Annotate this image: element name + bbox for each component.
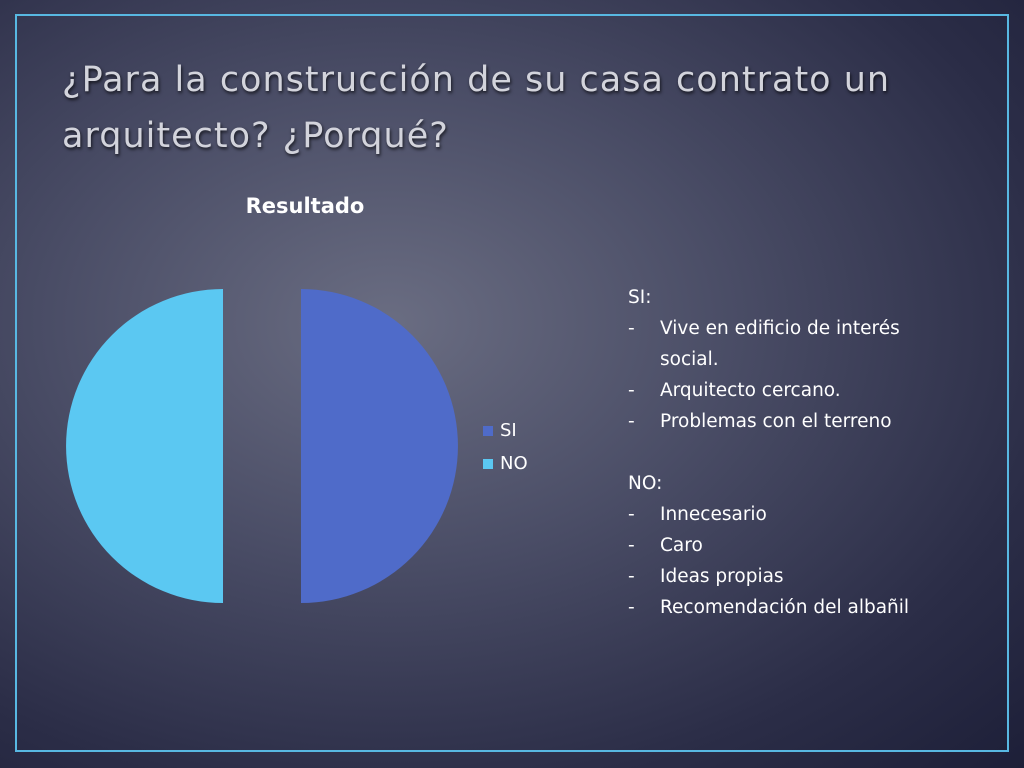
reason-item: - Ideas propias bbox=[628, 561, 958, 592]
bullet-dash: - bbox=[628, 318, 635, 339]
reasons-group-list: - Innecesario - Caro - Ideas propias - Recomend… bbox=[628, 499, 958, 623]
legend-swatch bbox=[483, 425, 493, 436]
reason-text: Innecesario bbox=[660, 504, 767, 525]
reasons-group-heading: NO: bbox=[628, 473, 663, 494]
bullet-dash: - bbox=[628, 411, 635, 432]
legend-item-si: SI bbox=[483, 414, 528, 447]
group-spacer bbox=[628, 437, 958, 468]
legend-item-no: NO bbox=[483, 447, 528, 480]
reason-item: - Caro bbox=[628, 530, 958, 561]
bullet-dash: - bbox=[628, 597, 635, 618]
reason-text: Ideas propias bbox=[660, 566, 784, 587]
chart-title: Resultado bbox=[245, 194, 365, 218]
slide-title: ¿Para la construcción de su casa contrat… bbox=[62, 60, 891, 156]
reason-item: - Arquitecto cercano. bbox=[628, 375, 958, 406]
reason-text: Vive en edificio de interés social. bbox=[660, 318, 900, 370]
bullet-dash: - bbox=[628, 566, 635, 587]
bullet-dash: - bbox=[628, 504, 635, 525]
reasons-list: SI: - Vive en edificio de interés social. -… bbox=[628, 282, 958, 623]
reason-item: - Problemas con el terreno bbox=[628, 406, 958, 437]
legend-label: NO bbox=[500, 453, 528, 474]
reason-item: - Recomendación del albañil bbox=[628, 592, 958, 623]
reason-item: - Innecesario bbox=[628, 499, 958, 530]
reason-text: Problemas con el terreno bbox=[660, 411, 892, 432]
legend-swatch bbox=[483, 458, 493, 469]
reasons-group-heading: SI: bbox=[628, 287, 652, 308]
reason-item: - Vive en edificio de interés social. bbox=[628, 313, 958, 375]
bullet-dash: - bbox=[628, 535, 635, 556]
slide-frame bbox=[15, 14, 1009, 752]
pie-slice-si bbox=[301, 289, 458, 603]
reason-text: Recomendación del albañil bbox=[660, 597, 910, 618]
reasons-group-list: - Vive en edificio de interés social. - Arq… bbox=[628, 313, 958, 437]
reason-text: Arquitecto cercano. bbox=[660, 380, 841, 401]
bullet-dash: - bbox=[628, 380, 635, 401]
reason-text: Caro bbox=[660, 535, 703, 556]
legend-label: SI bbox=[500, 420, 517, 441]
chart-legend: SI NO bbox=[483, 414, 528, 480]
pie-slice-no bbox=[66, 289, 223, 603]
